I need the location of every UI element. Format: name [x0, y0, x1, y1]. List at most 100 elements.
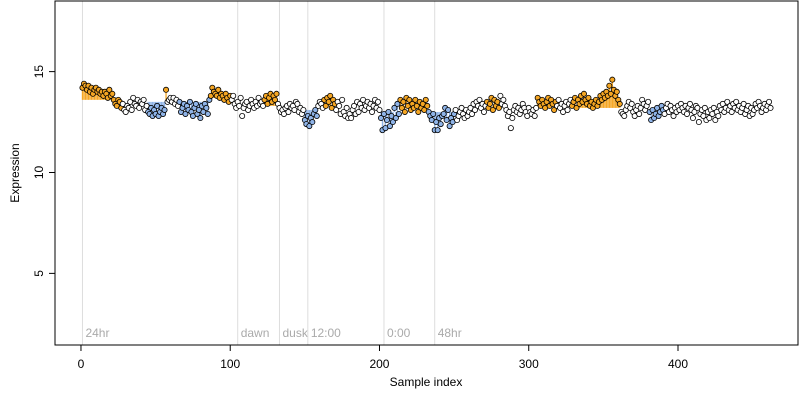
point — [621, 113, 628, 120]
point — [348, 115, 355, 122]
point — [616, 100, 623, 107]
point — [424, 102, 431, 109]
point — [489, 106, 496, 113]
point — [106, 86, 113, 93]
x-axis-label: Sample index — [390, 375, 463, 389]
point — [327, 92, 334, 99]
point — [306, 123, 313, 130]
point — [374, 98, 381, 105]
point — [733, 98, 740, 105]
point — [109, 90, 116, 97]
point — [140, 96, 147, 103]
marker-label: 48hr — [438, 326, 462, 340]
point — [497, 92, 504, 99]
point — [767, 104, 774, 111]
point — [161, 106, 168, 113]
point — [395, 110, 402, 117]
point — [312, 106, 319, 113]
point — [300, 106, 307, 113]
point — [724, 98, 731, 105]
point — [383, 117, 390, 124]
point — [691, 108, 698, 115]
point — [606, 82, 613, 89]
x-tick-label: 0 — [78, 357, 85, 371]
point — [186, 98, 193, 105]
point — [706, 115, 713, 122]
point — [398, 104, 405, 111]
x-tick-label: 200 — [369, 357, 389, 371]
point — [670, 113, 677, 120]
point — [400, 98, 407, 105]
point — [406, 96, 413, 103]
point — [445, 106, 452, 113]
point — [580, 90, 587, 97]
point — [430, 110, 437, 117]
point — [255, 94, 262, 101]
point — [204, 110, 211, 117]
point — [163, 86, 170, 93]
point — [495, 104, 502, 111]
point — [507, 125, 514, 132]
point — [401, 108, 408, 115]
marker-label: dawn — [241, 326, 270, 340]
point — [509, 115, 516, 122]
marker-label: dusk — [282, 326, 308, 340]
x-tick-label: 400 — [668, 357, 688, 371]
point — [500, 96, 507, 103]
point — [766, 98, 773, 105]
point — [712, 117, 719, 124]
point — [386, 123, 393, 130]
point — [322, 102, 329, 109]
point — [689, 115, 696, 122]
point — [339, 96, 346, 103]
point — [701, 104, 708, 111]
marker-label: 24hr — [85, 326, 109, 340]
marker-label: 12:00 — [311, 326, 341, 340]
point — [437, 121, 444, 128]
point — [215, 86, 222, 93]
point — [645, 98, 652, 105]
point — [710, 104, 717, 111]
point — [273, 90, 280, 97]
point — [136, 104, 143, 111]
point — [683, 110, 690, 117]
y-tick-label: 15 — [32, 65, 46, 79]
point — [446, 123, 453, 130]
point — [551, 106, 558, 113]
point — [343, 104, 350, 111]
point — [636, 110, 643, 117]
point — [237, 94, 244, 101]
point — [313, 113, 320, 120]
point — [564, 106, 571, 113]
y-tick-label: 10 — [32, 166, 46, 180]
point — [392, 115, 399, 122]
point — [182, 110, 189, 117]
point — [476, 96, 483, 103]
x-tick-label: 300 — [519, 357, 539, 371]
point — [369, 108, 376, 115]
point — [728, 108, 735, 115]
point — [695, 119, 702, 126]
point — [434, 127, 441, 134]
y-tick-label: 5 — [32, 270, 46, 277]
point — [333, 106, 340, 113]
marker-label: 0:00 — [387, 326, 411, 340]
point — [700, 113, 707, 120]
x-tick-label: 100 — [220, 357, 240, 371]
point — [385, 108, 392, 115]
point — [555, 96, 562, 103]
point — [613, 88, 620, 95]
point — [422, 96, 429, 103]
point — [355, 108, 362, 115]
plot-frame — [54, 0, 799, 346]
point — [128, 106, 135, 113]
point — [272, 96, 279, 103]
point — [472, 106, 479, 113]
point — [203, 104, 210, 111]
point — [609, 76, 616, 83]
y-axis-label: Expression — [8, 143, 22, 202]
point — [415, 108, 422, 115]
point — [309, 119, 316, 126]
point — [394, 100, 401, 107]
point — [336, 102, 343, 109]
